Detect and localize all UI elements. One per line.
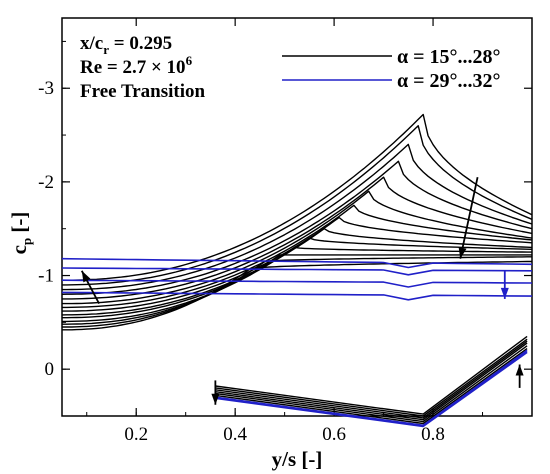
blue-curve-alpha-30 <box>61 267 533 276</box>
plot-frame <box>61 17 533 417</box>
x-tick-label: 0.8 <box>421 424 445 445</box>
arrow-head-1 <box>81 270 91 283</box>
black-curve-alpha-27 <box>62 125 533 286</box>
black-curve-alpha-25 <box>61 160 533 295</box>
annotation-transition: Free Transition <box>80 81 206 102</box>
lower-black-curve-1 <box>215 338 528 417</box>
legend-label-blue: α = 29°...32° <box>397 70 501 92</box>
lower-black-curve-5 <box>215 348 528 425</box>
legend-label-black: α = 15°...28° <box>397 46 501 68</box>
black-curve-alpha-23 <box>62 190 533 305</box>
lower-black-curve-2 <box>215 340 528 419</box>
lower-black-curve-4 <box>215 345 528 423</box>
x-tick-label: 0.6 <box>322 424 346 445</box>
lower-blue-curve-1 <box>215 351 528 428</box>
lower-black-curve-3 <box>215 342 528 421</box>
arrow-head-2 <box>500 287 509 299</box>
black-curve-alpha-21 <box>62 216 533 312</box>
x-tick-label: 0.2 <box>124 424 148 445</box>
x-tick-label: 0.4 <box>223 424 247 445</box>
y-axis-title: cp [-] <box>7 212 34 255</box>
blue-curve-alpha-31 <box>61 279 533 288</box>
annotation-re: Re = 2.7 × 106 <box>80 53 193 78</box>
series-curves <box>61 113 533 428</box>
x-axis-title: y/s [-] <box>272 447 323 471</box>
arrow-shaft-0 <box>459 177 479 259</box>
legend: α = 15°...28° α = 29°...32° <box>282 46 501 92</box>
blue-curve-alpha-29 <box>61 257 533 269</box>
arrow-head-3 <box>211 393 220 405</box>
y-tick-label: -3 <box>38 78 54 99</box>
y-tick-label: -1 <box>38 266 54 287</box>
black-curve-alpha-16 <box>62 256 532 328</box>
black-curve-alpha-28 <box>62 113 533 281</box>
black-curve-alpha-22 <box>62 204 533 309</box>
y-tick-label: 0 <box>45 359 55 380</box>
y-tick-label: -2 <box>38 172 54 193</box>
black-curve-alpha-20 <box>61 228 533 316</box>
black-curve-alpha-17 <box>62 254 532 325</box>
arrow-head-4 <box>515 364 524 376</box>
trend-arrows <box>80 177 524 405</box>
arrow-head-0 <box>458 247 467 259</box>
annotation-xc: x/cr = 0.295 <box>80 33 172 57</box>
black-curve-alpha-26 <box>62 143 533 291</box>
lower-black-curve-0 <box>215 335 528 415</box>
blue-curve-alpha-32 <box>61 291 533 301</box>
